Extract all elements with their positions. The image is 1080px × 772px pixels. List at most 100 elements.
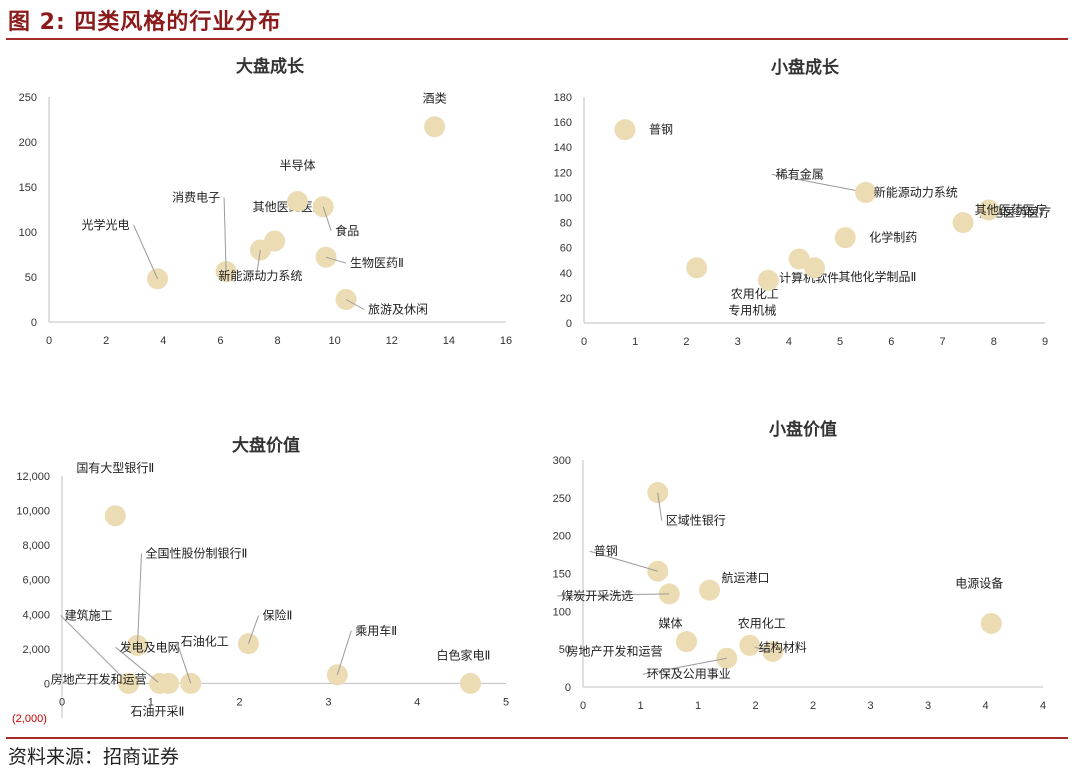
data-point	[676, 631, 697, 653]
y-tick-label: 100	[553, 606, 571, 618]
y-tick-label: 60	[560, 243, 572, 255]
y-tick-label: 12,000	[16, 471, 50, 483]
x-tick-label: 3	[735, 336, 741, 348]
leader-line	[589, 550, 658, 572]
x-tick-label: 9	[1042, 336, 1048, 348]
x-tick-label: 12	[386, 335, 398, 347]
data-point	[757, 269, 779, 291]
y-tick-label: 0	[566, 318, 572, 330]
x-tick-label: 1	[695, 700, 701, 712]
leader-line	[322, 206, 332, 231]
leader-line	[223, 197, 227, 272]
data-point	[158, 672, 180, 694]
y-tick-label: 300	[553, 455, 571, 467]
point-label: 生物医药Ⅱ	[350, 256, 404, 270]
point-label: 食品	[335, 223, 359, 238]
x-tick-label: 5	[503, 696, 509, 708]
data-point	[237, 633, 259, 655]
leader-line	[657, 492, 663, 521]
y-tick-label: 120	[554, 167, 572, 179]
x-tick-label: 3	[325, 696, 331, 708]
y-tick-label: 140	[554, 142, 572, 154]
data-point	[118, 672, 140, 694]
data-point	[739, 634, 761, 656]
y-tick-label: 40	[560, 268, 572, 280]
point-label: 乘用车Ⅱ	[355, 623, 397, 638]
data-point	[788, 248, 810, 270]
data-point	[264, 230, 286, 252]
data-point	[459, 672, 481, 694]
point-label: 建筑施工	[65, 607, 113, 622]
x-tick-label: 0	[580, 700, 586, 712]
point-label: 化学制药	[869, 230, 917, 245]
point-label: 区域性银行	[666, 514, 726, 528]
x-tick-label: 4	[160, 335, 166, 347]
point-label: 旅游及休闲	[368, 303, 428, 317]
x-tick-label: 16	[500, 335, 512, 347]
y-tick-label: 0	[31, 317, 37, 329]
point-label: 半导体	[279, 158, 315, 172]
chart-title: 大盘价值	[232, 435, 300, 456]
point-label: 结构材料	[759, 639, 807, 654]
y-tick-label: 8,000	[22, 540, 50, 552]
y-tick-label: 150	[553, 569, 571, 581]
leader-line	[345, 299, 365, 310]
leader-line	[771, 173, 866, 193]
point-label: 消费电子	[172, 191, 220, 205]
data-point	[980, 612, 1002, 634]
x-tick-label: 8	[991, 336, 997, 348]
chart-1: 大盘成长 0 50 100 150 200 250 0 2 4 6 8 10 12 14 16 光学光电 消费电子…	[19, 56, 512, 347]
x-tick-label: 4	[1040, 700, 1046, 712]
chart-title: 大盘成长	[236, 56, 305, 77]
data-point	[952, 212, 974, 234]
x-tick-label: 0	[46, 335, 52, 347]
data-point	[424, 116, 446, 138]
leader-line	[248, 615, 259, 644]
x-tick-label: 3	[867, 700, 873, 712]
point-label: 酒类	[423, 92, 447, 106]
leader-line	[133, 224, 158, 280]
y-tick-label: 4,000	[22, 609, 50, 621]
point-label: 农用化工	[738, 616, 786, 630]
y-tick-label: 10,000	[16, 506, 50, 518]
point-label: 普钢	[594, 544, 618, 558]
x-tick-label: 14	[443, 335, 455, 347]
leader-line	[325, 256, 347, 264]
leader-line	[557, 593, 670, 597]
leader-line	[115, 647, 160, 684]
x-tick-label: 0	[581, 336, 587, 348]
y-tick-label: 250	[553, 493, 571, 505]
x-tick-label: 7	[939, 336, 945, 348]
y-tick-label: 50	[559, 644, 571, 656]
chart-2: 小盘成长 0 20 40 60 80 100 120 140 160 180 0 1 2 3 4 5 6 7 8 9 普钢…	[554, 57, 1051, 348]
data-point	[614, 119, 636, 141]
data-point	[286, 190, 308, 212]
y-tick-label: 200	[553, 531, 571, 543]
y-tick-label: 2,000	[22, 644, 50, 656]
x-tick-label: 1	[637, 700, 643, 712]
data-point	[686, 257, 708, 279]
point-label: 稀有金属	[776, 166, 824, 181]
x-tick-label: 2	[683, 336, 689, 348]
data-point	[855, 181, 877, 203]
point-label: 房地产开发和运营	[567, 644, 663, 659]
x-tick-label: 6	[888, 336, 894, 348]
point-label: 新能源动力系统	[874, 184, 958, 199]
x-tick-label: 6	[217, 335, 223, 347]
y-tick-label: 100	[19, 227, 37, 239]
x-tick-label: 1	[148, 696, 154, 708]
point-label: 国有大型银行Ⅱ	[76, 461, 154, 475]
x-tick-label: 2	[103, 335, 109, 347]
point-label: 计算机软件	[779, 270, 839, 285]
y-tick-label: 0	[565, 682, 571, 694]
x-tick-label: 4	[982, 700, 988, 712]
point-label: 媒体	[659, 617, 683, 631]
data-point	[834, 227, 856, 249]
x-tick-label: 3	[925, 700, 931, 712]
y-tick-label: 150	[19, 182, 37, 194]
point-label: 新能源动力系统	[218, 268, 302, 283]
y-tick-label: 20	[560, 293, 572, 305]
data-point	[104, 505, 126, 527]
point-label: 光学光电	[82, 217, 130, 232]
